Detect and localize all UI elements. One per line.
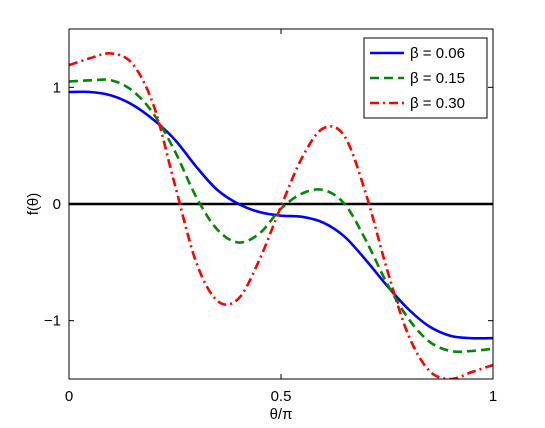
- data-layer: [69, 52, 493, 379]
- legend-label: β = 0.06: [410, 45, 465, 62]
- tick-layer: 0 0.5 1 −1 0 1: [44, 29, 497, 405]
- y-tick-label: −1: [44, 313, 61, 330]
- x-tick-label: 1: [489, 388, 497, 405]
- y-tick-label: 1: [53, 79, 61, 96]
- legend-label: β = 0.30: [410, 95, 465, 112]
- x-tick-label: 0: [65, 388, 73, 405]
- y-tick-label: 0: [53, 196, 61, 213]
- series-line-1: [69, 90, 493, 340]
- y-axis-label: f(θ): [25, 193, 42, 216]
- x-axis-label: θ/π: [270, 406, 293, 423]
- legend: β = 0.06 β = 0.15 β = 0.30: [363, 37, 488, 119]
- series-line-3: [69, 52, 493, 379]
- legend-label: β = 0.15: [410, 70, 465, 87]
- x-tick-label: 0.5: [271, 388, 292, 405]
